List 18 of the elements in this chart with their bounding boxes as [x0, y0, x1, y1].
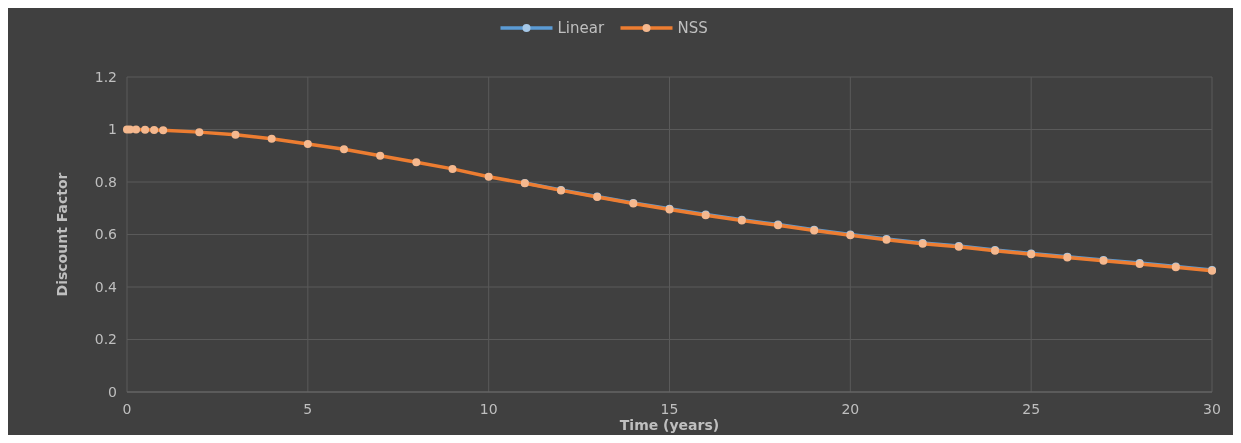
- x-tick-label: 10: [479, 401, 498, 417]
- x-tick-label: 20: [841, 401, 860, 417]
- x-tick-label: 5: [303, 401, 313, 417]
- y-axis-title: Discount Factor: [54, 172, 70, 297]
- legend-label: Linear: [557, 19, 605, 38]
- x-axis-title: Time (years): [619, 417, 720, 433]
- legend-label: NSS: [677, 19, 708, 38]
- y-tick-label: 0.2: [94, 331, 117, 348]
- y-tick-label: 1.2: [94, 68, 117, 85]
- y-tick-label: 0.8: [94, 173, 117, 190]
- y-tick-label: 1: [108, 121, 117, 138]
- x-tick-label: 25: [1022, 401, 1041, 417]
- x-tick-label: 30: [1203, 401, 1221, 417]
- x-tick-label: 15: [660, 401, 679, 417]
- y-tick-label: 0: [108, 383, 117, 400]
- y-tick-label: 0.6: [94, 226, 118, 243]
- x-tick-label: 0: [122, 401, 132, 417]
- y-tick-label: 0.4: [94, 278, 118, 295]
